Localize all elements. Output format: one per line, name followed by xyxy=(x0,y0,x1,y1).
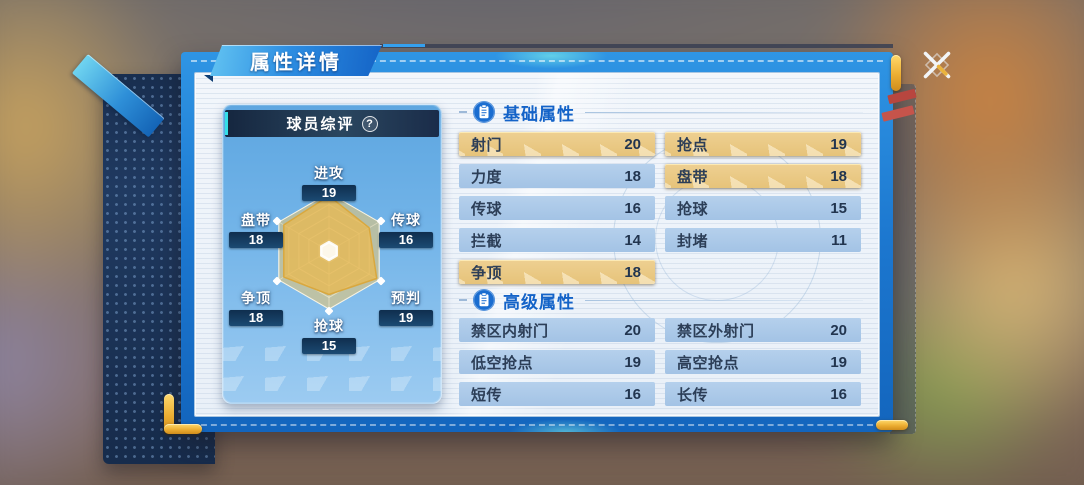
header-line-right xyxy=(585,299,863,301)
attribute-label: 低空抢点 xyxy=(471,354,534,372)
radar-axis-passing: 传球 16 xyxy=(376,210,436,248)
attribute-value: 18 xyxy=(624,167,641,185)
attribute-label: 封堵 xyxy=(677,232,709,250)
attributes-content: 基础属性 射门 20 抢点 19 力度 18 盘带 18 传球 16 抢球 15… xyxy=(459,100,863,406)
radar-axis-heading: 争顶 18 xyxy=(226,288,286,326)
attribute-value: 19 xyxy=(624,353,641,371)
attribute-row: 射门 20 xyxy=(459,132,655,156)
top-accent-line xyxy=(380,44,893,48)
radar-axis-attack: 进攻 19 xyxy=(299,163,359,201)
attribute-value: 14 xyxy=(624,231,641,249)
attribute-value: 16 xyxy=(624,385,641,403)
radar-chart xyxy=(272,186,386,316)
attribute-row: 拦截 14 xyxy=(459,228,655,252)
attribute-row: 禁区内射门 20 xyxy=(459,318,655,342)
attribute-row: 抢球 15 xyxy=(665,196,861,220)
page-title-banner: 属性详情 xyxy=(210,45,382,76)
attribute-row: 禁区外射门 20 xyxy=(665,318,861,342)
attribute-row: 争顶 18 xyxy=(459,260,655,284)
help-icon[interactable]: ? xyxy=(361,115,378,132)
attribute-label: 长传 xyxy=(677,386,709,404)
attribute-label: 抢点 xyxy=(677,136,709,154)
player-rating-card: 球员综评 ? 进攻 19 传球 16 预判 19 抢球 15 争顶 18 盘带 … xyxy=(222,104,442,404)
advanced-section-title: 高级属性 xyxy=(503,292,575,312)
attribute-label: 传球 xyxy=(471,200,503,218)
panel-bottom-dashed-line xyxy=(191,424,883,426)
attribute-value: 11 xyxy=(831,231,847,249)
clipboard-icon xyxy=(473,289,495,311)
clipboard-icon xyxy=(473,101,495,123)
radar-card-header: 球员综评 ? xyxy=(225,110,439,137)
panel-top-dashed-line xyxy=(191,60,883,62)
radar-card-title: 球员综评 xyxy=(286,116,355,133)
attribute-value: 18 xyxy=(830,167,847,185)
attribute-label: 高空抢点 xyxy=(677,354,740,372)
radar-axis-dribbling: 盘带 18 xyxy=(226,210,286,248)
advanced-attributes-section: 高级属性 禁区内射门 20 禁区外射门 20 低空抢点 19 高空抢点 19 短… xyxy=(459,288,863,406)
attribute-row: 封堵 11 xyxy=(665,228,861,252)
basic-section-header: 基础属性 xyxy=(459,100,863,124)
attribute-value: 18 xyxy=(624,263,641,281)
attribute-label: 盘带 xyxy=(677,168,709,186)
attribute-row: 盘带 18 xyxy=(665,164,861,188)
attribute-value: 16 xyxy=(830,385,847,403)
attribute-row: 高空抢点 19 xyxy=(665,350,861,374)
attribute-row: 低空抢点 19 xyxy=(459,350,655,374)
attribute-label: 短传 xyxy=(471,386,503,404)
attribute-value: 16 xyxy=(624,199,641,217)
attribute-label: 争顶 xyxy=(471,264,503,282)
banner-fold xyxy=(204,75,213,82)
attribute-label: 拦截 xyxy=(471,232,503,250)
header-line-right xyxy=(585,111,863,113)
top-accent-dash xyxy=(383,44,425,47)
page-title: 属性详情 xyxy=(250,52,342,74)
basic-attributes-rows: 射门 20 抢点 19 力度 18 盘带 18 传球 16 抢球 15 拦截 1… xyxy=(459,132,863,284)
header-line-left xyxy=(459,111,467,113)
attribute-label: 禁区内射门 xyxy=(471,322,549,340)
gold-clip-top-right xyxy=(891,55,901,91)
radar-axis-tackling: 抢球 15 xyxy=(299,316,359,354)
close-icon[interactable] xyxy=(914,42,960,88)
attribute-row: 抢点 19 xyxy=(665,132,861,156)
attribute-row: 长传 16 xyxy=(665,382,861,406)
advanced-section-header: 高级属性 xyxy=(459,288,863,312)
basic-attributes-section: 基础属性 射门 20 抢点 19 力度 18 盘带 18 传球 16 抢球 15… xyxy=(459,100,863,284)
gold-corner-bottom-right xyxy=(876,420,908,430)
attribute-value: 20 xyxy=(830,321,847,339)
attribute-label: 禁区外射门 xyxy=(677,322,755,340)
header-line-left xyxy=(459,299,467,301)
attribute-value: 20 xyxy=(624,321,641,339)
attribute-value: 20 xyxy=(624,135,641,153)
basic-section-title: 基础属性 xyxy=(503,104,575,124)
attribute-value: 19 xyxy=(830,135,847,153)
attribute-row: 传球 16 xyxy=(459,196,655,220)
attribute-label: 力度 xyxy=(471,168,503,186)
attribute-row: 力度 18 xyxy=(459,164,655,188)
attribute-label: 射门 xyxy=(471,136,503,154)
panel-backdrop-right xyxy=(890,84,916,434)
radar-axis-anticipation: 预判 19 xyxy=(376,288,436,326)
advanced-attributes-rows: 禁区内射门 20 禁区外射门 20 低空抢点 19 高空抢点 19 短传 16 … xyxy=(459,318,863,406)
attribute-label: 抢球 xyxy=(677,200,709,218)
attribute-value: 15 xyxy=(830,199,847,217)
attribute-value: 19 xyxy=(830,353,847,371)
gold-corner-bottom-left xyxy=(164,394,202,434)
attribute-row: 短传 16 xyxy=(459,382,655,406)
